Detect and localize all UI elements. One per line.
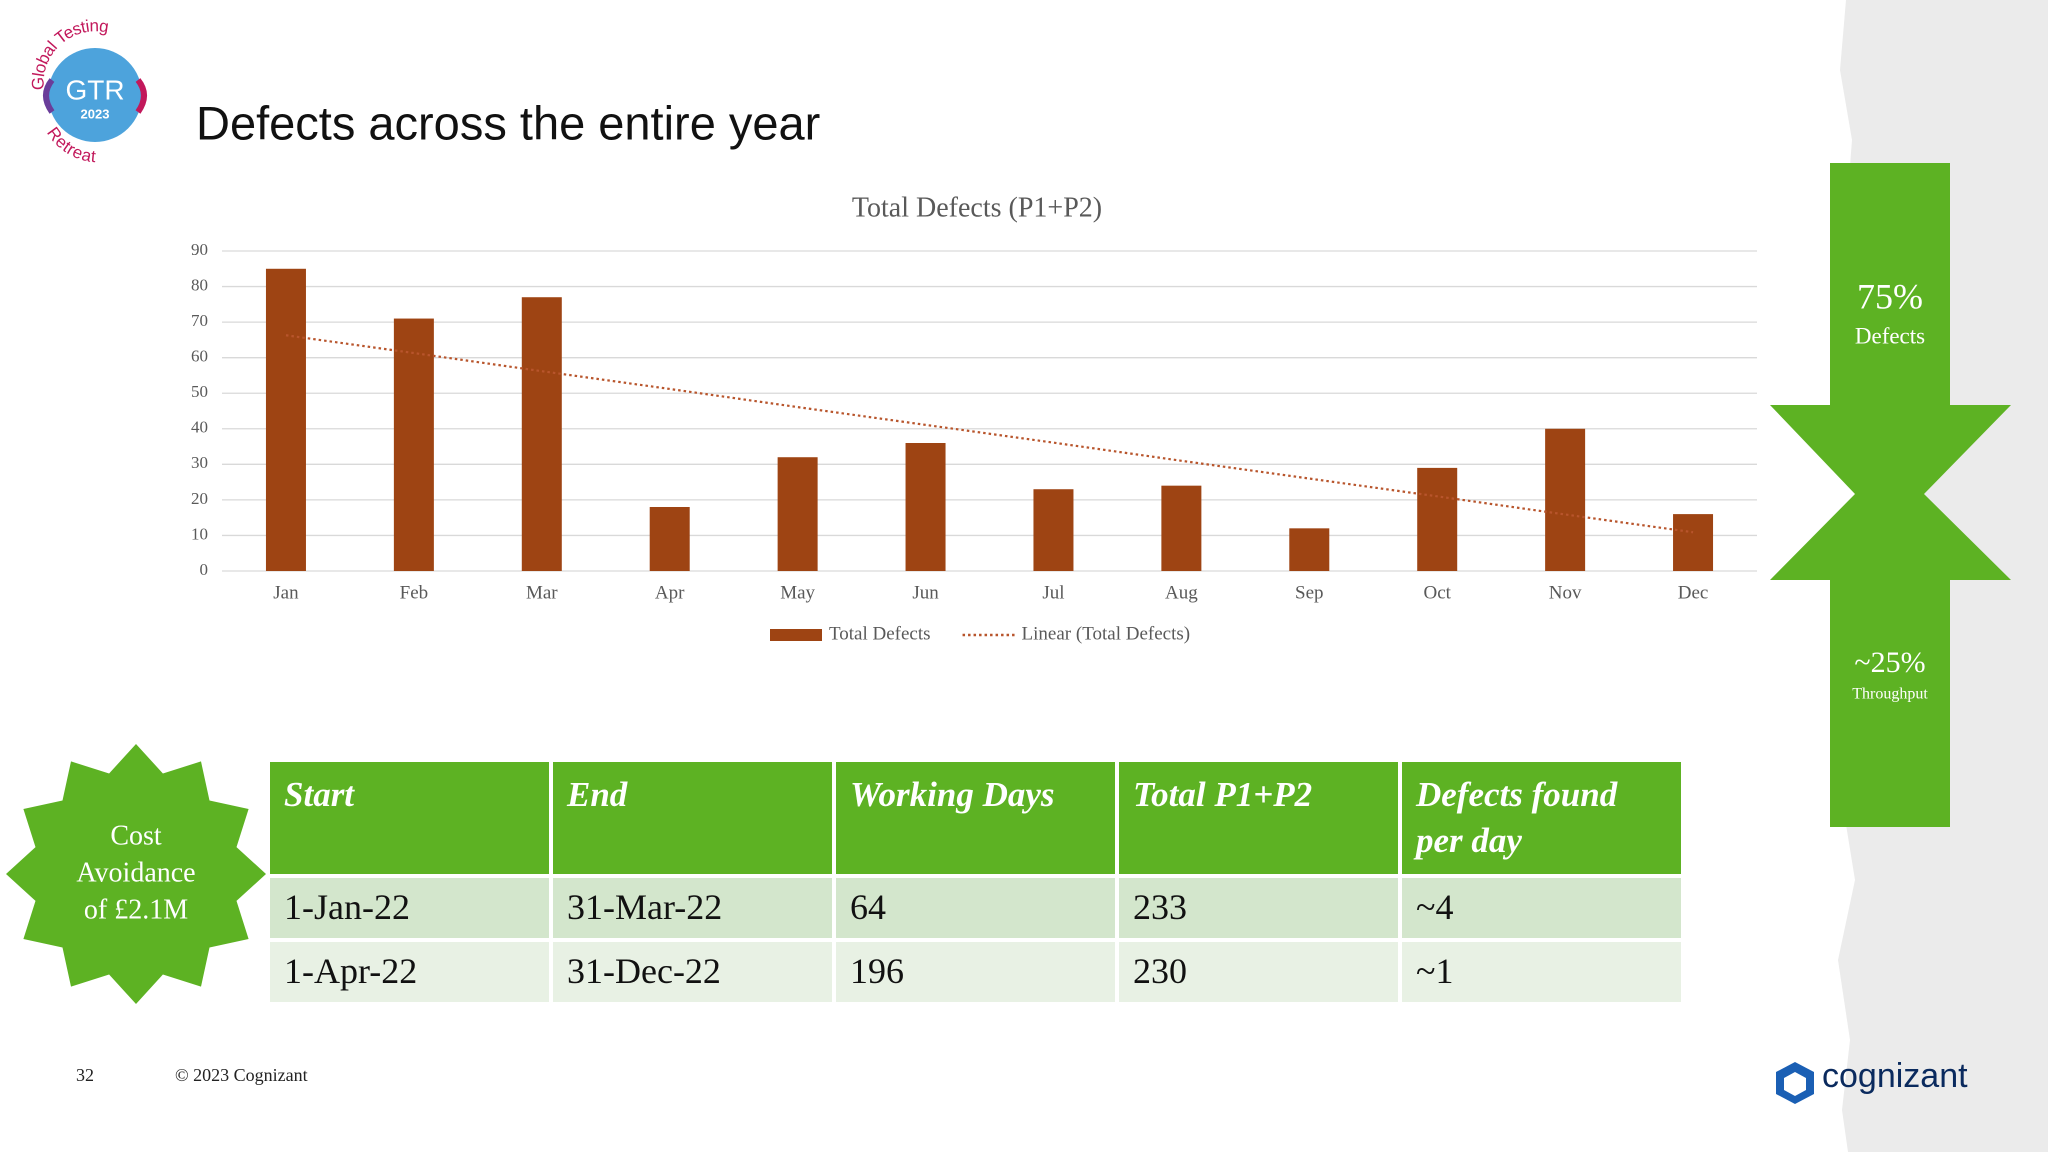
table-row: 1-Apr-22 31-Dec-22 196 230 ~1	[270, 942, 1681, 1002]
y-tick-label: 70	[191, 311, 208, 330]
x-tick-label: Jun	[912, 582, 939, 603]
logo-main: GTR	[65, 74, 124, 105]
badge-star	[6, 744, 266, 1004]
y-tick-label: 40	[191, 418, 208, 437]
x-tick-label: Jul	[1042, 582, 1064, 603]
x-tick-label: Sep	[1295, 582, 1324, 603]
bar	[649, 507, 690, 571]
y-tick-label: 50	[191, 382, 208, 401]
logo-year: 2023	[81, 106, 110, 121]
cell: 31-Mar-22	[553, 878, 832, 938]
cell: 196	[836, 942, 1115, 1002]
brand-name: cognizant	[1822, 1057, 1968, 1095]
y-tick-label: 80	[191, 275, 208, 294]
badge-text: Avoidance	[76, 857, 195, 888]
cell: 230	[1119, 942, 1398, 1002]
header-cell: Total P1+P2	[1119, 762, 1398, 874]
callout-bottom-label: Throughput	[1852, 686, 1928, 703]
bar	[1545, 428, 1586, 571]
bar	[905, 443, 946, 571]
x-tick-label: Nov	[1549, 582, 1582, 603]
cell: 233	[1119, 878, 1398, 938]
header-cell: Start	[270, 762, 549, 874]
x-tick-label: Aug	[1165, 582, 1198, 603]
legend-swatch	[770, 629, 822, 641]
bar	[1417, 467, 1458, 571]
y-tick-label: 10	[191, 524, 208, 543]
brand-mark	[1784, 1072, 1806, 1096]
x-tick-label: Jan	[273, 582, 299, 603]
trend-line	[285, 334, 1694, 534]
y-tick-label: 90	[191, 240, 208, 259]
cell: 1-Apr-22	[270, 942, 549, 1002]
badge-text: of £2.1M	[84, 894, 188, 925]
logo: Global Testing GTR 2023 Retreat	[29, 17, 147, 167]
bar	[1033, 489, 1074, 571]
table-header: Start End Working Days Total P1+P2 Defec…	[270, 762, 1681, 874]
callout-top-label: Defects	[1855, 323, 1925, 348]
x-tick-label: Feb	[400, 582, 429, 603]
bar	[393, 318, 434, 571]
cell: ~4	[1402, 878, 1681, 938]
cell: 1-Jan-22	[270, 878, 549, 938]
logo-circle	[48, 48, 142, 142]
bar	[1161, 485, 1202, 571]
legend: Total Defects Linear (Total Defects)	[770, 623, 1190, 644]
bar	[521, 297, 562, 571]
header-cell: Working Days	[836, 762, 1115, 874]
y-tick-label: 0	[200, 560, 209, 579]
copyright: © 2023 Cognizant	[175, 1065, 308, 1085]
slide-title: Defects across the entire year	[196, 96, 820, 149]
logo-accent	[43, 78, 55, 114]
bar	[1673, 514, 1714, 571]
badge-text: Cost	[110, 820, 162, 851]
summary-table: Start End Working Days Total P1+P2 Defec…	[266, 758, 1685, 1006]
legend-label: Linear (Total Defects)	[1022, 623, 1191, 644]
y-tick-label: 60	[191, 347, 208, 366]
x-tick-label: Apr	[655, 582, 685, 603]
cell: 31-Dec-22	[553, 942, 832, 1002]
brand-logo: cognizant	[1776, 1057, 1968, 1104]
table-row: 1-Jan-22 31-Mar-22 64 233 ~4	[270, 878, 1681, 938]
cell: 64	[836, 878, 1115, 938]
bar	[777, 457, 818, 571]
x-tick-label: May	[780, 582, 815, 603]
chart-title: Total Defects (P1+P2)	[852, 192, 1102, 223]
bar	[1289, 528, 1330, 571]
chart: 0 10 20 30 40 50 60 70 80 90 Jan Feb Mar Apr May Jun Jul…	[191, 240, 1757, 644]
bar	[265, 268, 306, 571]
logo-accent	[135, 78, 147, 114]
y-tick-label: 30	[191, 453, 208, 472]
x-tick-label: Oct	[1423, 582, 1451, 603]
page-number: 32	[76, 1065, 94, 1085]
callout-top-value: 75%	[1857, 276, 1923, 316]
x-tick-label: Mar	[526, 582, 558, 603]
y-tick-label: 20	[191, 489, 208, 508]
x-tick-label: Dec	[1678, 582, 1709, 603]
cell: ~1	[1402, 942, 1681, 1002]
callout-arrow	[1770, 163, 2011, 827]
callout-bottom-value: ~25%	[1854, 646, 1925, 679]
header-cell: End	[553, 762, 832, 874]
legend-label: Total Defects	[829, 623, 931, 644]
header-cell: Defects found per day	[1402, 762, 1681, 874]
